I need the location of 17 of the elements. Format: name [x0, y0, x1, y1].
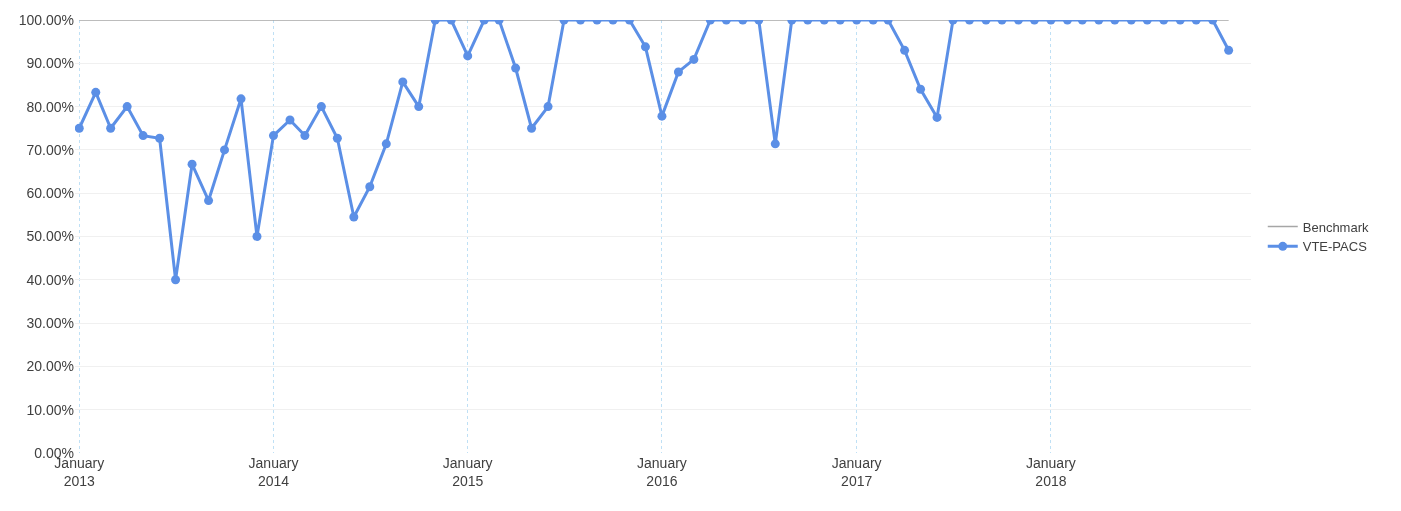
- y-tick-label: 70.00%: [26, 141, 74, 158]
- x-tick-label: January 2016: [637, 455, 687, 490]
- x-tick-label: January 2017: [831, 455, 882, 490]
- legend-label: VTE-PACS: [1302, 239, 1368, 255]
- y-tick-label: 10.00%: [26, 401, 74, 418]
- y-tick-label: 30.00%: [26, 315, 74, 331]
- x-tick-label: January 2018: [1026, 455, 1076, 490]
- y-tick-label: 90.00%: [26, 55, 74, 72]
- y-tick-label: 40.00%: [26, 271, 74, 288]
- y-tick-label: 60.00%: [26, 185, 74, 202]
- x-tick-label: January 2015: [442, 455, 493, 490]
- y-tick-label: 80.00%: [26, 98, 74, 115]
- x-tick-label: January 2014: [248, 455, 299, 490]
- y-tick-label: 100.00%: [18, 11, 74, 28]
- y-tick-label: 20.00%: [26, 358, 74, 375]
- legend-label: Benchmark: [1302, 219, 1370, 235]
- y-tick-label: 50.00%: [26, 228, 74, 245]
